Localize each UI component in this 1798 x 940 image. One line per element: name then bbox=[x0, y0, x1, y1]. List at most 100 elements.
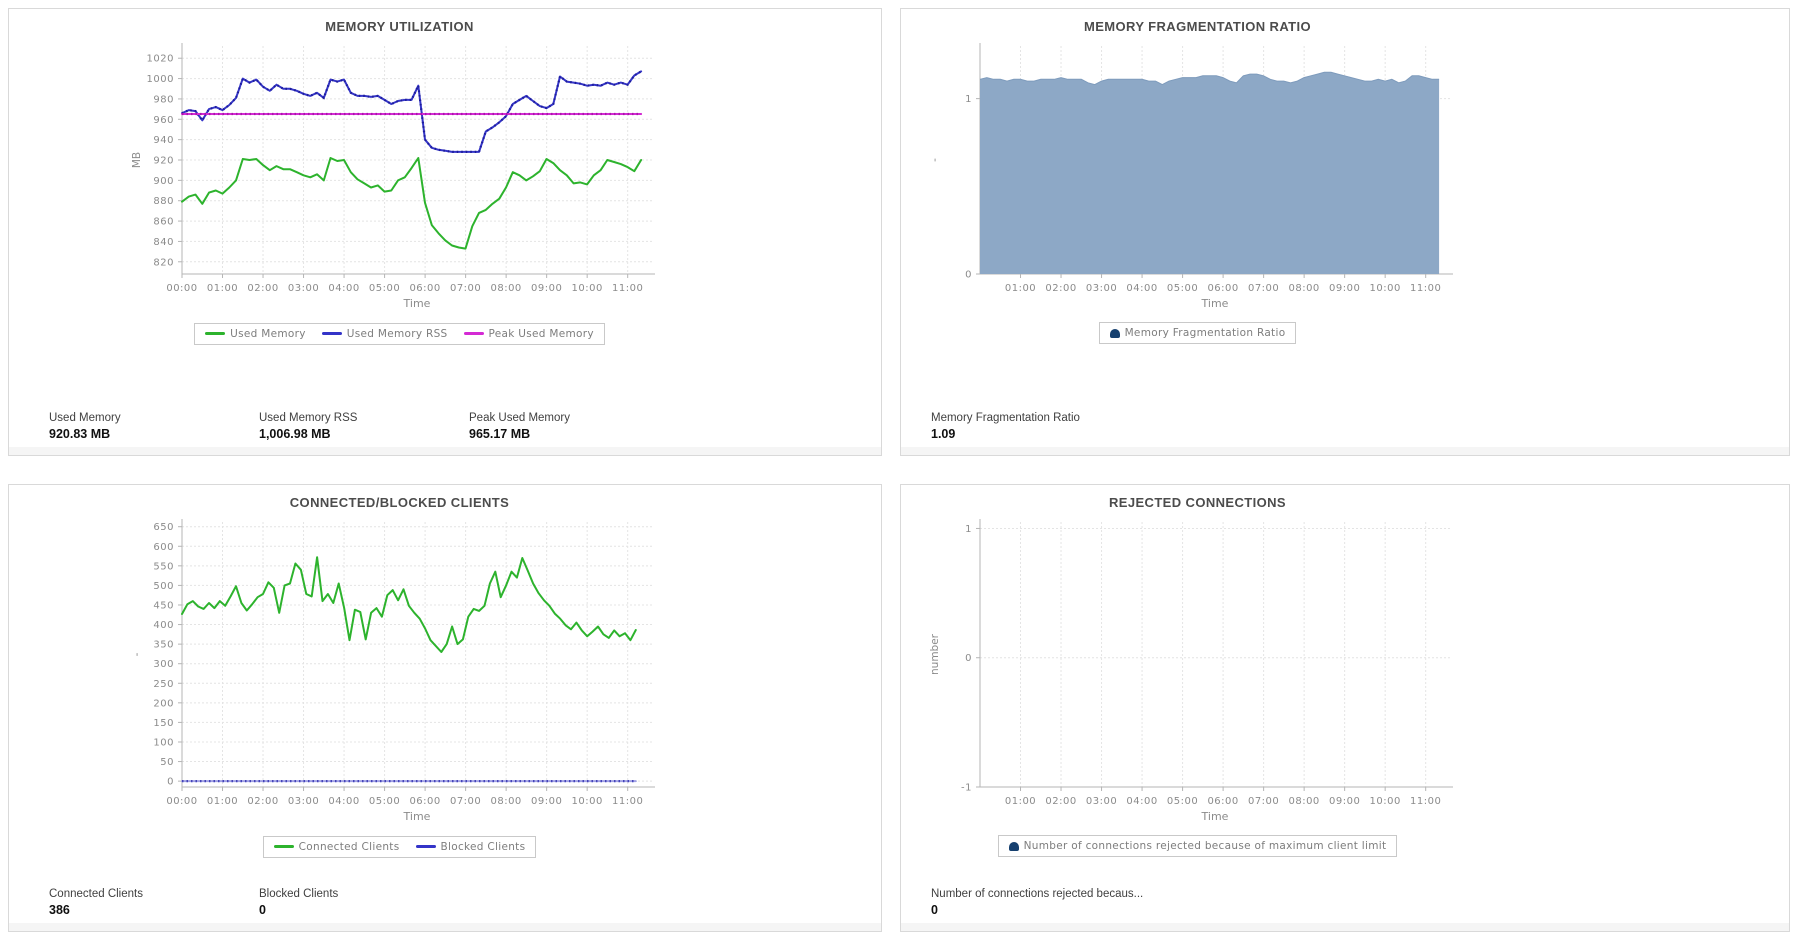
x-tick-label: 10:00 bbox=[1370, 283, 1401, 294]
x-tick-label: 05:00 bbox=[369, 283, 400, 294]
x-tick-label: 05:00 bbox=[1167, 796, 1198, 807]
stat-label: Blocked Clients bbox=[259, 888, 339, 900]
y-tick-label: 1 bbox=[965, 94, 972, 105]
y-tick-label: 250 bbox=[153, 679, 174, 690]
y-tick-label: 0 bbox=[167, 777, 174, 788]
x-tick-label: 07:00 bbox=[450, 283, 481, 294]
legend-wrap: Used Memory Used Memory RSS Peak Used Memo… bbox=[117, 322, 682, 345]
legend-label: Connected Clients bbox=[298, 840, 400, 853]
x-tick-label: 03:00 bbox=[1086, 796, 1117, 807]
x-tick-label: 11:00 bbox=[1410, 796, 1441, 807]
legend-item-peak-used-memory[interactable]: Peak Used Memory bbox=[463, 327, 594, 340]
line-legend-marker-icon bbox=[205, 332, 226, 335]
y-tick-label: 600 bbox=[153, 542, 174, 553]
y-tick-label: 550 bbox=[153, 561, 174, 572]
stat-blocked-clients: Blocked Clients 0 bbox=[259, 888, 469, 917]
x-axis-title: Time bbox=[1201, 297, 1229, 310]
chart-legend: Memory Fragmentation Ratio bbox=[1098, 322, 1297, 344]
y-tick-label: 300 bbox=[153, 659, 174, 670]
x-tick-label: 11:00 bbox=[612, 283, 643, 294]
y-tick-label: 1000 bbox=[147, 74, 174, 85]
stat-label: Used Memory bbox=[49, 412, 121, 424]
stat-used-memory: Used Memory 920.83 MB bbox=[49, 412, 259, 441]
y-tick-label: 150 bbox=[153, 718, 174, 729]
x-tick-label: 09:00 bbox=[531, 283, 562, 294]
y-axis-title: number bbox=[929, 633, 941, 675]
x-tick-label: 02:00 bbox=[1045, 796, 1076, 807]
x-tick-label: 07:00 bbox=[1248, 796, 1279, 807]
stat-label: Peak Used Memory bbox=[469, 412, 570, 424]
panel-connected-blocked-clients: CONNECTED/BLOCKED CLIENTS 0 50 100 150 200 25… bbox=[8, 484, 882, 932]
stats-row: Connected Clients 386 Blocked Clients 0 bbox=[49, 888, 469, 917]
y-tick-label: 0 bbox=[965, 270, 972, 281]
x-tick-label: 10:00 bbox=[1370, 796, 1401, 807]
stat-fragmentation-ratio: Memory Fragmentation Ratio 1.09 bbox=[931, 412, 1141, 441]
stat-peak-used-memory: Peak Used Memory 965.17 MB bbox=[469, 412, 679, 441]
stat-value: 965.17 MB bbox=[469, 427, 531, 441]
y-tick-label: 920 bbox=[153, 156, 174, 167]
stat-value: 1,006.98 MB bbox=[259, 427, 331, 441]
page-title: MEMORY FRAGMENTATION RATIO bbox=[1083, 19, 1312, 34]
area-legend-marker-icon bbox=[1008, 841, 1019, 851]
y-tick-label: 500 bbox=[153, 581, 174, 592]
memory-utilization-chart: 820 840 860 880 900 920 940 960 980 1000 1020 00:00… bbox=[131, 43, 655, 310]
y-axis-title: - bbox=[131, 652, 143, 656]
legend-label: Number of connections rejected because o… bbox=[1023, 840, 1387, 852]
legend-item-used-memory[interactable]: Used Memory bbox=[205, 328, 306, 340]
x-tick-label: 01:00 bbox=[1005, 796, 1036, 807]
x-tick-label: 09:00 bbox=[1329, 283, 1360, 294]
page-title: REJECTED CONNECTIONS bbox=[1108, 495, 1287, 510]
panel-footer-strip bbox=[901, 923, 1789, 931]
legend-item-number-of-connections-rejected-because-o[interactable]: Number of connections rejected because o… bbox=[1008, 840, 1387, 852]
stat-value: 386 bbox=[49, 903, 70, 917]
stat-label: Connected Clients bbox=[49, 888, 143, 900]
x-tick-label: 09:00 bbox=[531, 796, 562, 807]
y-tick-label: 900 bbox=[153, 176, 174, 187]
x-tick-label: 02:00 bbox=[247, 796, 278, 807]
x-tick-label: 01:00 bbox=[207, 796, 238, 807]
chart-legend: Used Memory Used Memory RSS Peak Used Memo… bbox=[194, 322, 605, 345]
legend-item-used-memory-rss[interactable]: Used Memory RSS bbox=[321, 328, 448, 340]
stat-label: Memory Fragmentation Ratio bbox=[931, 412, 1080, 424]
legend-item-blocked-clients[interactable]: Blocked Clients bbox=[415, 841, 526, 853]
line-legend-marker-icon bbox=[415, 845, 436, 848]
y-axis-title: MB bbox=[131, 152, 143, 168]
legend-label: Peak Used Memory bbox=[488, 327, 594, 340]
panel-memory-utilization: MEMORY UTILIZATION 820 840 860 880 900 920 940… bbox=[8, 8, 882, 456]
y-tick-label: 650 bbox=[153, 522, 174, 533]
y-tick-label: 50 bbox=[160, 757, 174, 768]
panel-memory-fragmentation-ratio: MEMORY FRAGMENTATION RATIO 0 1 01:00 02:00 0… bbox=[900, 8, 1790, 456]
x-tick-label: 06:00 bbox=[409, 796, 440, 807]
y-tick-label: -1 bbox=[961, 783, 972, 794]
chart-block: MEMORY FRAGMENTATION RATIO 0 1 01:00 02:00 0… bbox=[915, 19, 1480, 344]
page-title: CONNECTED/BLOCKED CLIENTS bbox=[289, 495, 510, 510]
legend-item-connected-clients[interactable]: Connected Clients bbox=[273, 840, 400, 853]
x-tick-label: 08:00 bbox=[1288, 796, 1319, 807]
area-legend-marker-icon bbox=[1109, 328, 1120, 338]
x-tick-label: 04:00 bbox=[1126, 796, 1157, 807]
y-tick-label: 100 bbox=[153, 737, 174, 748]
series-area-memory-fragmentation-ratio bbox=[980, 72, 1440, 274]
x-tick-label: 01:00 bbox=[207, 283, 238, 294]
x-tick-label: 09:00 bbox=[1329, 796, 1360, 807]
x-tick-label: 10:00 bbox=[572, 283, 603, 294]
memory-fragmentation-chart: 0 1 01:00 02:00 03:00 04:00 05:00 06:00 07:00 08:… bbox=[929, 43, 1453, 310]
legend-item-memory-fragmentation-ratio[interactable]: Memory Fragmentation Ratio bbox=[1109, 327, 1286, 339]
stat-label: Used Memory RSS bbox=[259, 412, 358, 424]
y-tick-label: 840 bbox=[153, 237, 174, 248]
panel-footer-strip bbox=[901, 447, 1789, 455]
x-tick-label: 10:00 bbox=[572, 796, 603, 807]
chart-block: CONNECTED/BLOCKED CLIENTS 0 50 100 150 200 25… bbox=[117, 495, 682, 858]
legend-wrap: Number of connections rejected because o… bbox=[915, 835, 1480, 857]
legend-wrap: Memory Fragmentation Ratio bbox=[915, 322, 1480, 344]
x-tick-label: 00:00 bbox=[166, 796, 197, 807]
connected-blocked-clients-chart: 0 50 100 150 200 250 300 350 400 450 500 550 600 650 0… bbox=[131, 519, 655, 823]
stat-value: 0 bbox=[259, 903, 266, 917]
legend-label: Used Memory bbox=[230, 327, 306, 340]
y-tick-label: 0 bbox=[965, 653, 972, 664]
x-tick-label: 05:00 bbox=[369, 796, 400, 807]
stat-connected-clients: Connected Clients 386 bbox=[49, 888, 259, 917]
x-tick-label: 06:00 bbox=[1207, 283, 1238, 294]
chart-legend: Number of connections rejected because o… bbox=[997, 835, 1398, 857]
y-tick-label: 450 bbox=[153, 600, 174, 611]
